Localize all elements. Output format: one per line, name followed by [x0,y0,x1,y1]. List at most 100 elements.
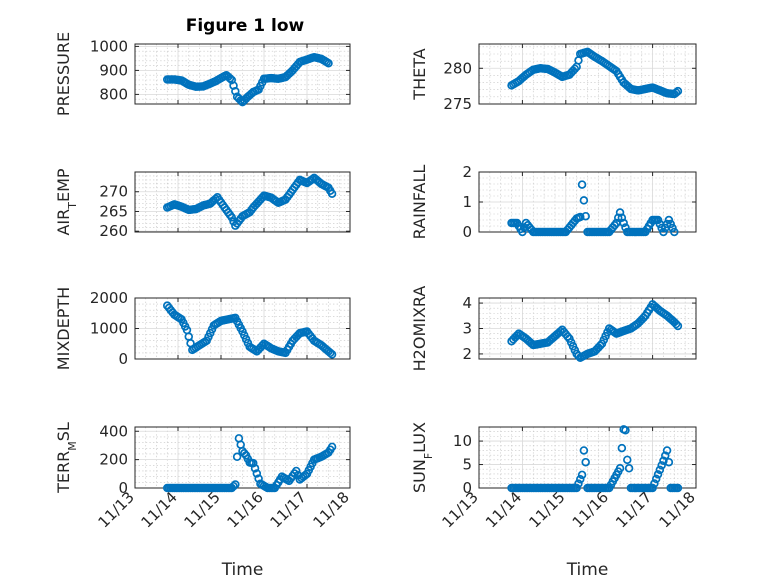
x-tick-label: 11/17 [612,488,655,531]
figure-title: Figure 1 low [186,16,305,36]
data-point [615,464,625,473]
data-point [250,464,260,473]
data-point [236,96,245,105]
axis-frame [134,171,351,233]
x-tick-label: 11/14 [482,488,525,531]
y-tick-label: 0 [118,350,128,368]
data-point [254,474,263,483]
data-series [163,301,337,359]
data-point [648,483,657,493]
x-tick-label: 11/13 [439,488,482,531]
x-tick-label: 11/18 [310,488,353,531]
data-point [673,321,683,331]
data-point [659,456,668,466]
y-tick-label: 2 [462,163,472,181]
data-point [570,64,580,74]
subplot-rainfall: 0 1 2 RAINFALL [410,163,697,241]
data-series [507,47,683,99]
data-point [662,446,672,455]
data-point [657,461,666,470]
y-tick-label: 3 [462,320,472,338]
data-point [595,341,605,350]
data-point [232,452,242,462]
data-point [326,348,335,358]
data-point [581,457,590,467]
x-axis-label: Time [221,560,264,580]
data-point [324,58,333,68]
y-tick-label: 4 [462,294,472,312]
y-axis-label: TERRMSL [54,422,79,494]
data-point [249,458,258,468]
data-series [507,180,679,237]
data-series [507,425,683,493]
data-point [577,180,587,189]
subplot-h2omixra: 2 3 4 H2OMIXRA [410,286,697,372]
y-axis-label: H2OMIXRA [410,286,429,372]
y-axis-label: SUNFLUX [410,422,435,493]
data-point [613,213,623,223]
data-point [227,213,237,222]
data-point [664,215,674,225]
data-point [229,481,238,491]
y-axis-label: AIRTEMP [54,168,79,235]
y-tick-label: 0 [462,479,472,497]
y-axis-label: PRESSURE [54,32,73,116]
data-point [673,86,683,96]
x-tick-label: 11/15 [181,488,224,531]
data-point [581,211,590,221]
data-series [163,434,337,493]
axis-frame [478,43,697,105]
data-series [507,300,683,362]
y-axis-label: MIXDEPTH [54,287,73,370]
axis-frame [134,426,351,489]
y-tick-label: 1 [462,193,472,211]
y-tick-label: 200 [99,451,128,469]
data-point [327,189,337,198]
data-point [252,469,262,478]
x-tick-label: 11/17 [267,488,310,531]
subplot-terr_msl: 0 200 400 11/13 11/14 11/15 11/16 11/17 11/18 TER… [54,422,353,580]
data-point [624,464,634,473]
subplot-pressure: 800 900 1000 PRESSURE [54,32,351,116]
data-point [653,470,663,479]
data-point [572,483,581,493]
data-point [327,350,337,359]
data-point [327,442,337,452]
y-tick-label: 800 [99,85,128,103]
y-tick-label: 900 [99,61,128,79]
data-point [576,212,585,222]
y-axis-label: THETA [410,48,429,100]
x-tick-label: 11/13 [95,488,138,531]
data-point [621,426,630,435]
data-point [657,223,666,233]
data-point [661,451,670,460]
data-point [666,219,675,229]
data-point [653,215,663,225]
y-tick-label: 2 [462,345,472,363]
data-point [662,219,672,229]
data-point [671,88,681,97]
data-point [292,466,301,476]
x-tick-label: 11/18 [656,488,699,531]
data-point [615,208,625,217]
data-point [574,479,583,488]
subplot-theta: 275 280 THETA [410,43,697,113]
y-tick-label: 0 [118,479,128,497]
data-point [225,74,235,83]
data-point [623,455,632,465]
y-tick-label: 0 [462,223,472,241]
data-point [576,474,585,484]
data-series [163,173,337,230]
y-tick-label: 275 [443,95,472,113]
subplot-sun_flux: 0 5 10 11/13 11/14 11/15 11/16 11/17 11/18 SUNFLU… [410,422,699,580]
y-tick-label: 280 [443,59,472,77]
data-point [579,446,589,455]
data-series [163,52,333,107]
x-tick-label: 11/14 [138,488,181,531]
y-tick-label: 10 [453,432,472,450]
data-point [650,479,659,488]
x-tick-label: 11/15 [525,488,568,531]
data-point [617,213,627,223]
data-point [673,483,683,493]
data-point [655,465,665,475]
